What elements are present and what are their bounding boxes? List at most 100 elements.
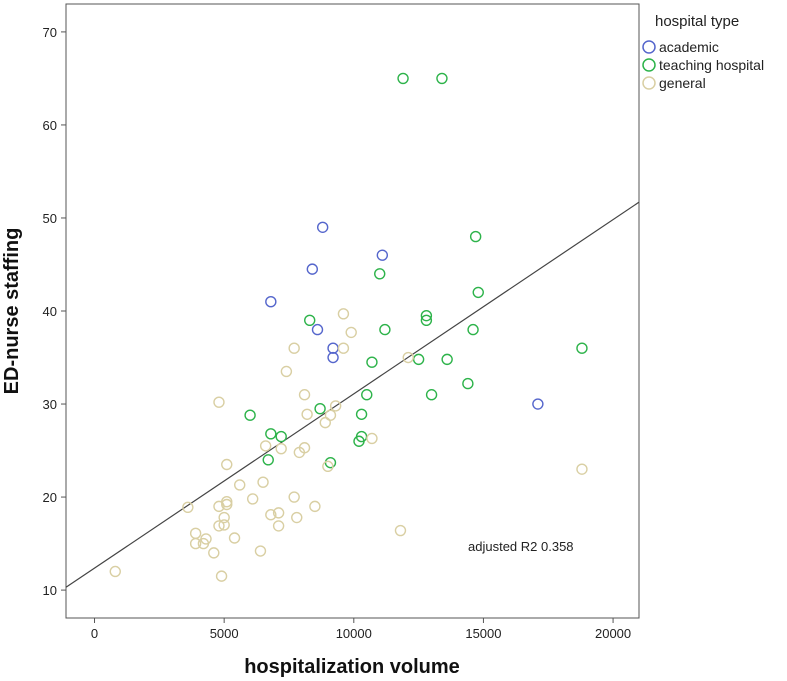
point-general bbox=[301, 408, 313, 420]
point-teaching-hospital bbox=[374, 268, 386, 280]
point-general bbox=[213, 396, 225, 408]
axis-ticks: 0 5000 10000 15000 20000 10 20 30 40 50 60 70 bbox=[43, 25, 632, 641]
point-teaching-hospital bbox=[314, 402, 326, 415]
point-general bbox=[257, 476, 269, 488]
y-tick-label: 40 bbox=[43, 304, 57, 319]
point-general bbox=[246, 493, 259, 505]
legend-marker-teaching-hospital bbox=[642, 58, 656, 72]
point-general bbox=[366, 432, 378, 445]
point-general bbox=[221, 458, 233, 471]
point-teaching-hospital bbox=[262, 454, 274, 466]
legend-label-general: general bbox=[659, 75, 706, 91]
legend-marker-general bbox=[642, 76, 656, 90]
point-general bbox=[272, 520, 285, 532]
point-general bbox=[265, 509, 277, 521]
point-general bbox=[322, 460, 334, 473]
point-general bbox=[213, 500, 225, 513]
point-teaching-hospital bbox=[472, 286, 484, 299]
point-general bbox=[218, 519, 230, 531]
point-general bbox=[288, 342, 300, 354]
point-general bbox=[288, 491, 300, 503]
y-axis-title: ED-nurse staffing bbox=[1, 228, 23, 395]
point-academic bbox=[376, 249, 389, 261]
regression-line bbox=[65, 201, 640, 588]
point-general bbox=[280, 365, 293, 378]
point-teaching-hospital bbox=[469, 230, 482, 243]
legend: hospital type academic teaching hospital g… bbox=[642, 13, 764, 91]
point-general bbox=[218, 511, 230, 524]
y-tick-label: 50 bbox=[43, 211, 57, 226]
point-general bbox=[309, 500, 321, 513]
x-tick-label: 10000 bbox=[336, 626, 372, 641]
x-tick-label: 15000 bbox=[465, 626, 501, 641]
point-academic bbox=[532, 398, 544, 410]
point-academic bbox=[311, 323, 324, 336]
point-teaching-hospital bbox=[420, 314, 433, 327]
point-general bbox=[293, 446, 306, 459]
point-teaching-hospital bbox=[244, 409, 256, 421]
point-teaching-hospital bbox=[353, 435, 365, 447]
point-teaching-hospital bbox=[425, 389, 438, 401]
point-general bbox=[319, 416, 331, 429]
point-general bbox=[402, 351, 414, 364]
point-academic bbox=[327, 351, 339, 364]
point-general bbox=[275, 442, 287, 455]
point-general bbox=[394, 524, 407, 537]
x-tick-label: 20000 bbox=[595, 626, 631, 641]
point-general bbox=[182, 501, 194, 513]
x-tick-label: 5000 bbox=[210, 626, 239, 641]
legend-label-teaching-hospital: teaching hospital bbox=[659, 57, 764, 73]
data-points bbox=[109, 72, 588, 582]
point-general bbox=[345, 326, 357, 339]
point-general bbox=[189, 537, 202, 550]
r2-annotation: adjusted R2 0.358 bbox=[468, 539, 574, 554]
point-teaching-hospital bbox=[436, 72, 448, 85]
point-general bbox=[197, 537, 210, 550]
y-tick-label: 30 bbox=[43, 397, 57, 412]
point-teaching-hospital bbox=[467, 323, 479, 336]
x-tick-label: 0 bbox=[91, 626, 98, 641]
point-general bbox=[291, 511, 303, 524]
x-axis-title: hospitalization volume bbox=[244, 656, 460, 678]
y-tick-label: 70 bbox=[43, 25, 57, 40]
y-tick-label: 60 bbox=[43, 118, 57, 133]
point-teaching-hospital bbox=[265, 428, 277, 440]
plot-frame bbox=[65, 3, 640, 619]
legend-label-academic: academic bbox=[659, 39, 719, 55]
point-academic bbox=[316, 221, 329, 233]
point-teaching-hospital bbox=[361, 389, 373, 401]
point-academic bbox=[265, 295, 277, 308]
legend-title: hospital type bbox=[655, 13, 739, 30]
legend-marker-academic bbox=[642, 40, 656, 54]
point-general bbox=[259, 440, 272, 452]
point-teaching-hospital bbox=[275, 430, 287, 443]
point-general bbox=[329, 400, 342, 412]
point-general bbox=[215, 570, 228, 582]
point-teaching-hospital bbox=[462, 377, 474, 390]
point-general bbox=[272, 507, 285, 519]
point-teaching-hospital bbox=[379, 323, 391, 336]
point-teaching-hospital bbox=[366, 356, 378, 368]
point-general bbox=[109, 565, 121, 578]
fit-line-group bbox=[65, 201, 640, 588]
point-academic bbox=[306, 263, 319, 275]
point-general bbox=[208, 547, 220, 559]
point-general bbox=[234, 479, 246, 491]
y-tick-label: 10 bbox=[43, 583, 57, 598]
point-general bbox=[254, 545, 267, 557]
point-general bbox=[221, 498, 233, 511]
point-general bbox=[324, 409, 337, 421]
point-general bbox=[576, 463, 588, 475]
point-teaching-hospital bbox=[304, 314, 316, 327]
point-teaching-hospital bbox=[355, 408, 368, 420]
point-general bbox=[228, 532, 241, 544]
point-teaching-hospital bbox=[576, 342, 588, 354]
point-teaching-hospital bbox=[441, 353, 453, 366]
y-tick-label: 20 bbox=[43, 490, 57, 505]
legend-items: academic teaching hospital general bbox=[642, 39, 764, 91]
point-general bbox=[337, 342, 350, 354]
point-general bbox=[213, 520, 225, 532]
point-teaching-hospital bbox=[397, 72, 409, 85]
point-general bbox=[298, 389, 311, 401]
